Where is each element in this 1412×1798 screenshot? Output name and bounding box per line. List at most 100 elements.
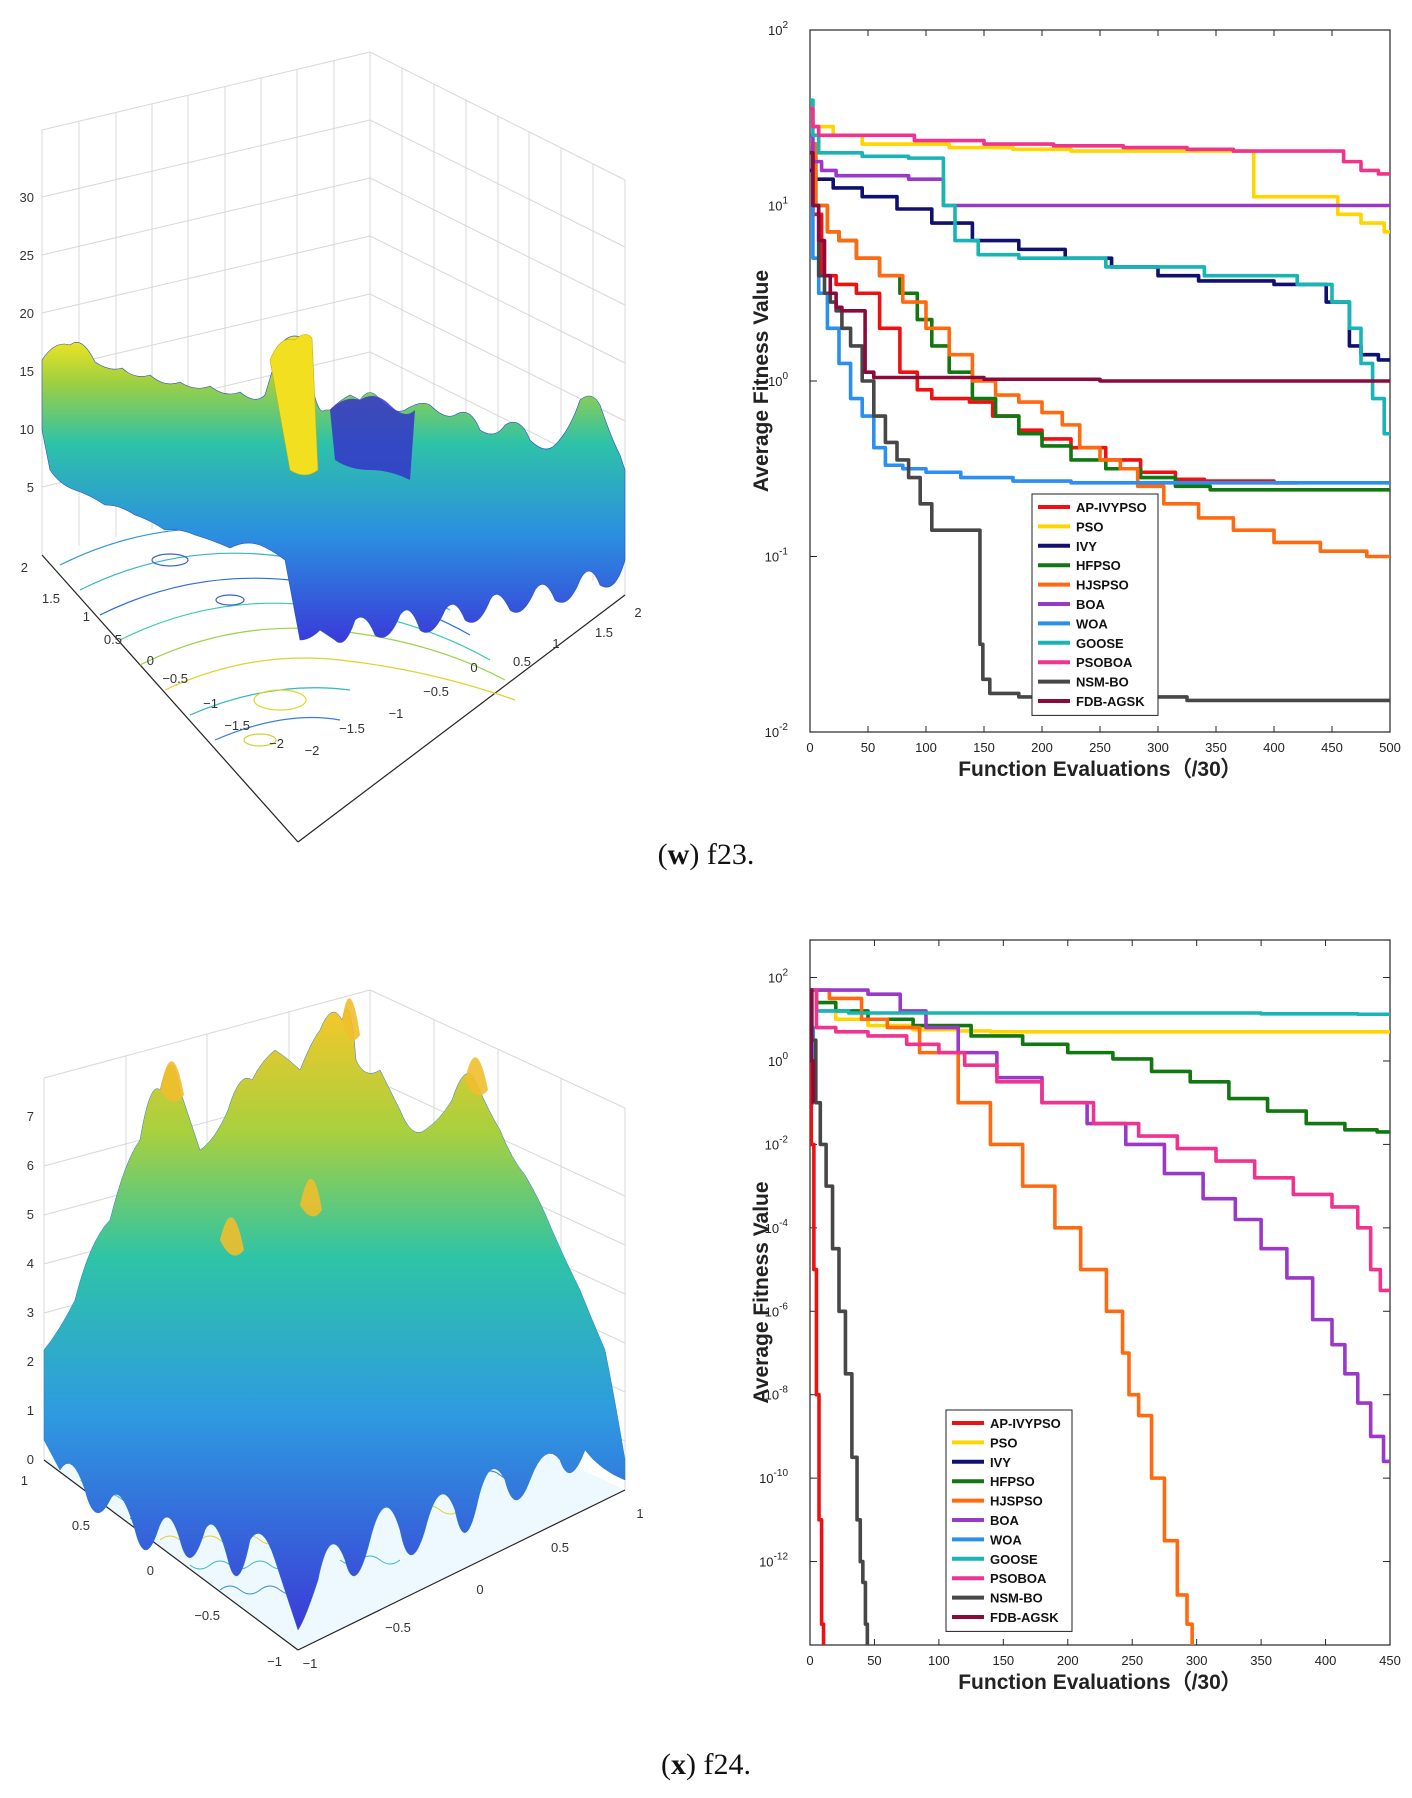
y-tick-base: 10 [765,1137,779,1152]
y-tick-base: 10 [765,1388,779,1403]
floor-tick: 2 [634,605,641,620]
x-tick-label: 150 [973,740,995,755]
floor-tick: 1 [552,636,559,651]
z-tick: 30 [20,190,34,205]
series-line-hfpso [810,988,1390,1134]
x-tick-label: 200 [1031,740,1053,755]
z-tick: 0 [27,1452,34,1467]
series-line-ap-ivypso [810,988,826,1645]
legend-label: PSO [990,1435,1017,1450]
series-line-hjspso [810,142,1390,559]
y-axis-label: Average Fitness Value [750,270,773,492]
legend-label: HJSPSO [1076,578,1129,593]
floor-tick: −1 [389,706,404,721]
y-tick-label: 10-4 [765,1218,789,1236]
x-tick-label: 0 [806,1653,813,1668]
f24-surface-mesh [43,1008,626,1631]
floor-tick: 1 [21,1473,28,1488]
legend-label: FDB-AGSK [990,1610,1059,1625]
floor-tick: −2 [269,736,284,751]
y-tick-base: 10 [768,971,782,986]
f23-z-tick-labels: 5 10 15 20 25 30 [20,190,34,495]
floor-tick: −0.5 [194,1608,220,1623]
y-tick-label: 10-2 [765,722,789,740]
floor-tick: −1 [303,1656,318,1671]
x-tick-label: 0 [806,740,813,755]
y-tick-base: 10 [768,374,782,389]
legend-label: WOA [990,1532,1022,1547]
y-tick-label: 100 [768,1051,788,1069]
y-tick-exponent: 0 [782,1051,788,1062]
caption-text: f24. [696,1748,752,1781]
x-tick-label: 400 [1315,1653,1337,1668]
z-tick: 5 [27,480,34,495]
f24-surface-plot: 0 1 2 3 4 5 6 7 1 0.5 0 −0.5 −1 −1 −0.5 … [21,989,644,1671]
x-tick-label: 400 [1263,740,1285,755]
legend: AP-IVYPSO PSO IVY HFPSO HJSPSO BOA WOA GOOSE PSO… [945,1409,1073,1632]
floor-tick: 0.5 [551,1540,569,1555]
y-tick-exponent: -1 [779,547,788,558]
y-tick-label: 10-12 [759,1552,788,1570]
caption-x: (x) f24. [661,1748,752,1781]
caption-text: f23. [699,838,755,871]
series-lines [810,988,1390,1645]
f24-z-tick-labels: 0 1 2 3 4 5 6 7 [27,1109,34,1467]
x-tick-label: 500 [1379,740,1401,755]
f24-bottom-tick-labels: −1 −0.5 0 0.5 1 [303,1506,644,1671]
y-tick-base: 10 [759,1471,773,1486]
series-line-nsm-bo [810,988,870,1645]
floor-tick: 2 [21,560,28,575]
legend-label: NSM-BO [1076,675,1129,690]
legend: AP-IVYPSO PSO IVY HFPSO HJSPSO BOA WOA GOOSE PSO… [1031,493,1159,716]
y-tick-label: 10-6 [765,1301,789,1319]
f23-left-tick-labels: 2 1.5 1 0.5 0 −0.5 −1 −1.5 −2 [21,560,284,751]
legend-label: IVY [1076,539,1097,554]
z-tick: 2 [27,1354,34,1369]
floor-tick: 1.5 [595,625,613,640]
x-tick-label: 100 [928,1653,950,1668]
legend-label: BOA [990,1513,1020,1528]
x-tick-label: 350 [1205,740,1227,755]
z-tick: 5 [27,1207,34,1222]
series-lines [810,98,1390,703]
y-tick-base: 10 [765,550,779,565]
series-line-ap-ivypso [810,142,1298,485]
f23-convergence-chart: 0 50 100 150 200 250 300 350 400 450 50010-210-110… [750,20,1401,781]
y-tick-base: 10 [768,199,782,214]
y-tick-exponent: -4 [779,1218,788,1229]
y-tick-exponent: 2 [782,20,788,31]
f24-convergence-chart: 0 50 100 150 200 250 300 350 400 45010-1210-1010-… [750,939,1401,1694]
series-line-goose [810,98,1390,436]
x-tick-label: 450 [1379,1653,1401,1668]
f24-peaks [160,998,488,1256]
y-tick-exponent: -10 [774,1468,789,1479]
z-tick: 10 [20,422,34,437]
series-line-fdb-agsk [810,151,1390,383]
floor-tick: 0 [476,1582,483,1597]
x-axis-label: Function Evaluations（/30） [958,1670,1242,1694]
series-line-woa [810,203,1390,485]
x-tick-label: 150 [992,1653,1014,1668]
floor-tick: −1.5 [224,718,250,733]
plot-area [809,939,1391,1646]
x-tick-label: 100 [915,740,937,755]
legend-label: IVY [990,1455,1011,1470]
legend-label: GOOSE [1076,636,1124,651]
y-tick-exponent: 2 [782,968,788,979]
z-tick: 6 [27,1158,34,1173]
legend-label: FDB-AGSK [1076,694,1145,709]
legend-label: GOOSE [990,1552,1038,1567]
floor-tick: −1 [267,1654,282,1669]
z-tick: 20 [20,306,34,321]
f23-surface-plot: 5 10 15 20 25 30 2 1.5 1 0.5 0 −0.5 −1 −… [20,51,642,843]
y-tick-exponent: -2 [779,1134,788,1145]
z-tick: 1 [27,1403,34,1418]
x-tick-label: 350 [1250,1653,1272,1668]
f23-surface-shadow [330,396,415,480]
series-line-goose [810,988,1390,1017]
y-tick-exponent: -12 [774,1552,789,1563]
y-tick-label: 102 [768,968,788,986]
floor-tick: −2 [305,743,320,758]
floor-tick: 0 [470,660,477,675]
x-tick-label: 300 [1147,740,1169,755]
